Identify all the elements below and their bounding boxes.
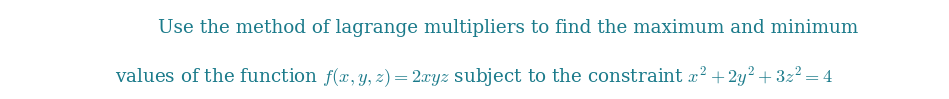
Text: Use the method of lagrange multipliers to find the maximum and minimum: Use the method of lagrange multipliers t…: [158, 19, 858, 37]
Text: values of the function $f(x, y, z) = 2xyz$ subject to the constraint $x^2 + 2y^2: values of the function $f(x, y, z) = 2xy…: [116, 65, 833, 90]
